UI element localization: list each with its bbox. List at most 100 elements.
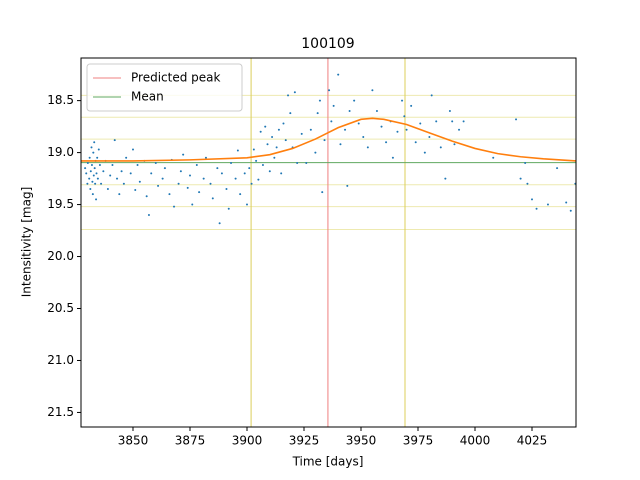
data-point: [261, 164, 264, 167]
data-point: [428, 135, 431, 138]
data-point: [186, 186, 189, 189]
data-point: [275, 146, 278, 149]
data-point: [188, 174, 191, 177]
data-point: [332, 104, 335, 107]
data-point: [154, 161, 157, 164]
data-point: [405, 128, 408, 131]
data-point: [116, 177, 119, 180]
data-point: [380, 125, 383, 128]
data-point: [321, 191, 324, 194]
data-point: [396, 130, 399, 133]
data-point: [439, 146, 442, 149]
data-point: [264, 125, 267, 128]
data-point: [120, 170, 123, 173]
x-tick-label: 3950: [346, 434, 377, 448]
data-point: [423, 151, 426, 154]
data-point: [93, 167, 96, 170]
data-point: [202, 177, 205, 180]
data-point: [92, 174, 95, 177]
data-point: [519, 177, 522, 180]
data-point: [86, 182, 89, 185]
data-point: [328, 89, 331, 92]
data-point: [163, 167, 166, 170]
data-point: [230, 161, 233, 164]
data-point: [84, 167, 87, 170]
data-point: [92, 151, 95, 154]
data-point: [277, 128, 280, 131]
data-point: [89, 187, 92, 190]
data-point: [236, 149, 239, 152]
data-point: [284, 139, 287, 142]
data-point: [177, 182, 180, 185]
fit-curve: [81, 117, 576, 162]
data-point: [93, 141, 96, 144]
data-point: [86, 161, 89, 164]
data-point: [100, 182, 103, 185]
data-point: [91, 180, 94, 183]
data-point: [444, 177, 447, 180]
data-point: [257, 178, 260, 181]
data-point: [419, 122, 422, 125]
data-point: [337, 73, 340, 76]
data-point: [161, 177, 164, 180]
y-tick-label: 20.5: [47, 301, 74, 315]
data-point: [145, 195, 148, 198]
data-point: [85, 172, 88, 175]
data-point: [90, 164, 93, 167]
data-point: [366, 146, 369, 149]
data-point: [296, 161, 299, 164]
data-point: [530, 198, 533, 201]
x-tick-label: 3850: [118, 434, 149, 448]
data-point: [113, 139, 116, 142]
data-point: [250, 182, 253, 185]
x-axis-label: Time [days]: [292, 455, 364, 469]
data-point: [385, 141, 388, 144]
y-tick-label: 19.0: [47, 145, 74, 159]
data-point: [98, 164, 101, 167]
data-point: [375, 110, 378, 113]
x-tick-label: 3975: [403, 434, 434, 448]
data-point: [515, 118, 518, 121]
data-point: [195, 164, 198, 167]
data-point: [273, 156, 276, 159]
data-point: [448, 110, 451, 113]
data-point: [346, 184, 349, 187]
data-point: [268, 170, 271, 173]
y-tick-label: 18.5: [47, 93, 74, 107]
data-point: [225, 187, 228, 190]
data-point: [136, 164, 139, 167]
data-point: [106, 187, 109, 190]
data-point: [95, 172, 98, 175]
data-point: [109, 174, 112, 177]
data-point: [218, 222, 221, 225]
data-point: [323, 139, 326, 142]
data-point: [182, 153, 185, 156]
data-point: [318, 99, 321, 102]
data-point: [245, 203, 248, 206]
data-point: [168, 193, 171, 196]
data-point: [94, 182, 97, 185]
data-point: [191, 203, 194, 206]
data-point: [316, 112, 319, 115]
data-point: [96, 177, 99, 180]
data-point: [227, 207, 230, 210]
data-point: [435, 120, 438, 123]
data-point: [330, 120, 333, 123]
data-point: [198, 191, 201, 194]
x-tick-label: 3875: [175, 434, 206, 448]
data-point: [524, 161, 527, 164]
data-point: [401, 99, 404, 102]
data-point: [271, 135, 274, 138]
data-point: [309, 128, 312, 131]
y-tick-label: 20.0: [47, 249, 74, 263]
data-point: [111, 164, 114, 167]
data-point: [211, 197, 214, 200]
data-point: [216, 167, 219, 170]
data-point: [314, 151, 317, 154]
data-point: [88, 156, 91, 159]
plot-area: [81, 58, 576, 427]
data-point: [147, 213, 150, 216]
data-point: [282, 122, 285, 125]
